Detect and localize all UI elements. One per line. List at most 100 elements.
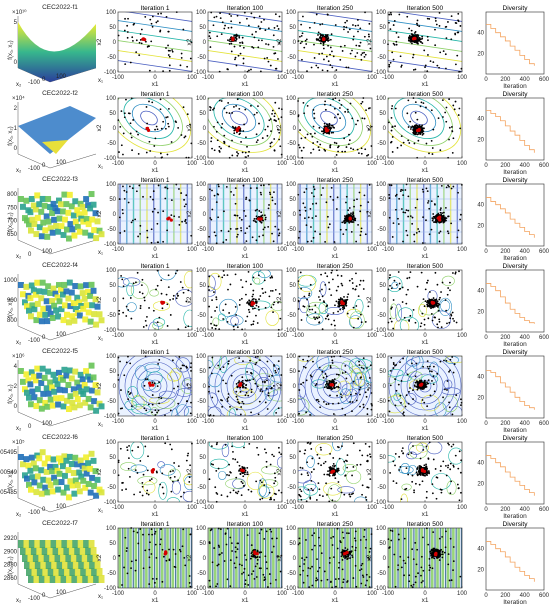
swarm-point [407, 99, 410, 102]
swarm-point [273, 455, 275, 458]
contour-line [213, 98, 265, 140]
swarm-point [224, 443, 227, 446]
swarm-point [236, 326, 239, 329]
x-tick-label: 0 [28, 252, 32, 258]
surface-cell [56, 455, 62, 462]
swarm-point [265, 387, 268, 390]
surface-cell [65, 381, 72, 388]
contour-panel-plot [387, 183, 463, 245]
swarm-point [401, 189, 404, 192]
swarm-point [180, 367, 182, 370]
swarm-point [315, 399, 318, 401]
swarm-point [343, 296, 345, 298]
x2-axis-label: x2 [96, 468, 103, 475]
swarm-point [389, 384, 392, 387]
swarm-point [226, 398, 229, 400]
swarm-point [428, 365, 431, 368]
contour-line [388, 356, 462, 416]
swarm-point [415, 231, 418, 234]
swarm-point [426, 190, 429, 193]
fxy-axis-label: f(x₁, x₂) [8, 298, 14, 317]
swarm-point [277, 118, 280, 120]
swarm-point [435, 497, 438, 500]
contour-line [304, 356, 366, 416]
swarm-point [137, 153, 140, 155]
surface-cell [24, 303, 30, 310]
swarm-point [334, 24, 337, 26]
swarm-point [313, 195, 315, 198]
swarm-point [451, 151, 454, 154]
x-tick-label: -100 [202, 161, 215, 167]
swarm-point [327, 60, 330, 63]
swarm-point [227, 393, 230, 395]
swarm-point [299, 42, 302, 45]
plot-background [118, 442, 192, 502]
y-tick-label: 50 [109, 455, 116, 461]
swarm-point [457, 487, 460, 490]
swarm-point [344, 364, 347, 367]
surface-cell [72, 218, 79, 225]
x1-axis-label: x1 [242, 511, 249, 518]
swarm-point [228, 13, 231, 16]
swarm-point [218, 149, 221, 152]
surface-3d [17, 274, 105, 341]
swarm-point [425, 465, 428, 468]
swarm-point [330, 487, 333, 490]
swarm-point [151, 394, 154, 396]
swarm-point [234, 58, 236, 61]
surface-cell [28, 196, 35, 203]
swarm-point [228, 145, 231, 148]
swarm-point [410, 452, 413, 454]
swarm-point [365, 109, 367, 112]
swarm-point [354, 219, 357, 222]
swarm-point [314, 304, 317, 307]
swarm-point [425, 490, 428, 493]
swarm-point [423, 323, 426, 326]
swarm-point [421, 242, 424, 244]
best-point [259, 217, 263, 221]
x-tick-label: 100 [277, 419, 288, 425]
y-tick-label: 50 [199, 111, 206, 117]
y-tick-label: -50 [377, 227, 386, 233]
diversity-title: Diversity [503, 177, 529, 184]
swarm-point [232, 126, 235, 129]
surface-cell [62, 472, 68, 479]
swarm-point [322, 47, 325, 50]
y-tick-label: -50 [287, 55, 296, 61]
swarm-point [350, 212, 352, 215]
swarm-point [322, 187, 324, 189]
surface-cell [70, 470, 77, 477]
surface-cell [76, 211, 83, 218]
y-tick-label: -50 [287, 227, 296, 233]
z-tick-label: 2920 [4, 536, 18, 542]
x-tick-label: 0 [423, 161, 427, 167]
swarm-point [341, 50, 344, 52]
swarm-point [349, 102, 352, 105]
swarm-point [421, 134, 424, 136]
swarm-point [303, 217, 306, 220]
swarm-point [418, 124, 421, 127]
x-tick-label: 600 [539, 421, 550, 427]
swarm-points [208, 183, 281, 245]
swarm-point [243, 382, 245, 385]
swarm-point [160, 397, 163, 400]
x2-axis-label: x2 [366, 38, 373, 45]
swarm-point [456, 31, 459, 34]
swarm-point [189, 57, 192, 60]
swarm-point [181, 220, 183, 223]
iteration-title: Iteration 100 [227, 177, 264, 184]
swarm-point [448, 443, 450, 446]
swarm-point [337, 373, 340, 376]
surface-cell [64, 226, 70, 233]
swarm-point [347, 111, 349, 113]
swarm-point [213, 231, 216, 234]
swarm-point [185, 203, 187, 206]
contour-line [143, 481, 156, 494]
iteration-title: Iteration 100 [227, 435, 264, 442]
swarm-point [339, 58, 342, 61]
swarm-point [442, 211, 445, 214]
swarm-point [440, 207, 442, 210]
best-point [419, 383, 423, 387]
swarm-point [310, 240, 313, 243]
